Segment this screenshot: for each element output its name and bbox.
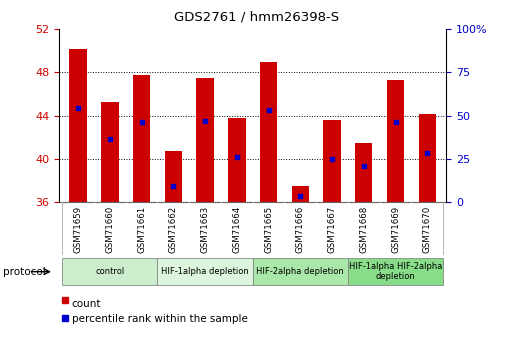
Text: GSM71659: GSM71659 (73, 206, 83, 253)
Text: GSM71662: GSM71662 (169, 206, 178, 253)
Text: protocol: protocol (3, 267, 45, 277)
Text: GSM71664: GSM71664 (232, 206, 241, 253)
Text: GSM71661: GSM71661 (137, 206, 146, 253)
Bar (387, 80, 404, 202)
Text: HIF-2alpha depletion: HIF-2alpha depletion (256, 267, 344, 276)
Bar (62, 258, 157, 285)
Text: GSM71666: GSM71666 (296, 206, 305, 253)
Text: GSM71669: GSM71669 (391, 206, 400, 253)
Bar (355, 142, 372, 202)
Bar (165, 151, 182, 202)
Text: percentile rank within the sample: percentile rank within the sample (72, 314, 248, 324)
Text: GDS2761 / hmm26398-S: GDS2761 / hmm26398-S (174, 10, 339, 23)
Bar (348, 258, 443, 285)
Bar (69, 49, 87, 202)
Text: HIF-1alpha depletion: HIF-1alpha depletion (161, 267, 249, 276)
Bar (260, 62, 277, 202)
Text: HIF-1alpha HIF-2alpha
depletion: HIF-1alpha HIF-2alpha depletion (349, 262, 442, 282)
Bar (323, 120, 341, 202)
Bar (133, 75, 150, 202)
Text: GSM71667: GSM71667 (327, 206, 337, 253)
Text: GSM71670: GSM71670 (423, 206, 432, 253)
Text: GSM71665: GSM71665 (264, 206, 273, 253)
Bar (101, 101, 119, 202)
Bar (419, 115, 436, 202)
Text: control: control (95, 267, 125, 276)
Text: GSM71660: GSM71660 (105, 206, 114, 253)
Text: count: count (72, 299, 102, 308)
Text: GSM71663: GSM71663 (201, 206, 209, 253)
Bar (196, 78, 214, 202)
Bar (228, 118, 246, 202)
Bar (253, 258, 348, 285)
Text: GSM71668: GSM71668 (359, 206, 368, 253)
Bar (157, 258, 253, 285)
Bar (291, 186, 309, 202)
